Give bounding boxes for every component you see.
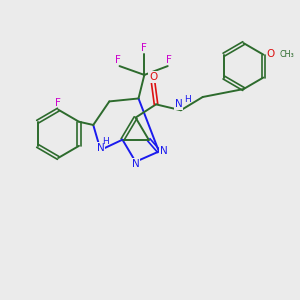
Text: N: N xyxy=(175,99,182,109)
Text: F: F xyxy=(166,55,172,64)
Text: F: F xyxy=(55,98,61,108)
Text: H: H xyxy=(102,137,109,146)
Text: F: F xyxy=(141,43,147,53)
Text: N: N xyxy=(97,142,104,153)
Text: F: F xyxy=(115,55,121,64)
Text: H: H xyxy=(184,94,190,103)
Text: N: N xyxy=(160,146,168,157)
Text: CH₃: CH₃ xyxy=(279,50,294,58)
Text: N: N xyxy=(132,159,140,169)
Text: O: O xyxy=(149,72,157,82)
Text: O: O xyxy=(267,49,275,59)
